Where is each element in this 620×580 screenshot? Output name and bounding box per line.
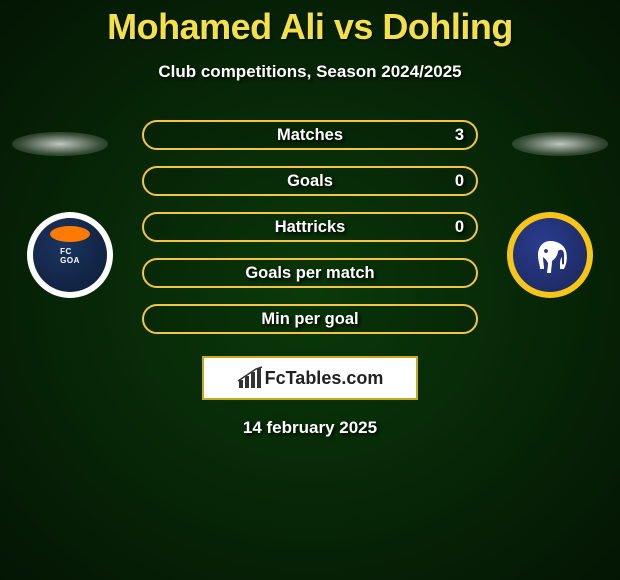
stat-row-goals-per-match: Goals per match (142, 258, 478, 288)
team-badge-left: FCGOA (27, 212, 113, 298)
stat-right-value: 0 (455, 218, 464, 237)
stat-label: Matches (277, 126, 343, 145)
bar-chart-icon (237, 366, 263, 390)
stat-row-hattricks: Hattricks 0 (142, 212, 478, 242)
page-title: Mohamed Ali vs Dohling (0, 0, 620, 48)
stat-row-matches: Matches 3 (142, 120, 478, 150)
stat-label: Hattricks (275, 218, 346, 237)
fc-goa-icon: FCGOA (33, 218, 107, 292)
team-left-label: FCGOA (60, 247, 80, 265)
stat-right-value: 0 (455, 172, 464, 191)
page-subtitle: Club competitions, Season 2024/2025 (0, 62, 620, 82)
kerala-blasters-icon (513, 218, 587, 292)
stat-right-value: 3 (455, 126, 464, 145)
fctables-logo[interactable]: FcTables.com (202, 356, 418, 400)
stat-row-goals: Goals 0 (142, 166, 478, 196)
player-left-shadow (12, 132, 108, 156)
comparison-area: FCGOA Matches 3 Goals 0 Hattricks 0 Goal… (0, 120, 620, 438)
player-right-shadow (512, 132, 608, 156)
team-badge-right (507, 212, 593, 298)
stat-rows: Matches 3 Goals 0 Hattricks 0 Goals per … (142, 120, 478, 334)
elephant-icon (530, 235, 570, 275)
logo-text: FcTables.com (265, 368, 384, 389)
stat-label: Min per goal (261, 310, 358, 329)
stat-row-min-per-goal: Min per goal (142, 304, 478, 334)
stat-label: Goals (287, 172, 333, 191)
stat-label: Goals per match (245, 264, 374, 283)
date-line: 14 february 2025 (0, 418, 620, 438)
